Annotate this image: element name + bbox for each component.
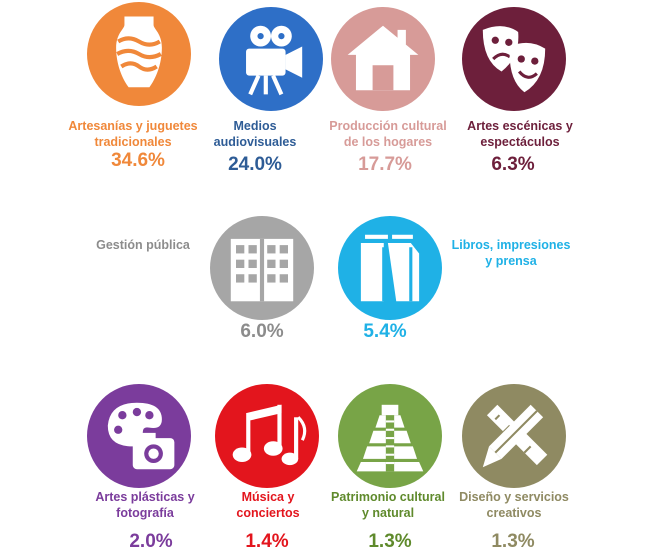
building-icon	[210, 216, 314, 320]
pyramid-icon	[338, 384, 442, 488]
label-produccion: Producción cultural de los hogares	[329, 119, 447, 149]
palette-camera-icon	[87, 384, 191, 488]
ruler-pencil-icon	[462, 384, 566, 488]
label-gestion: Gestión pública	[96, 238, 190, 252]
value-artes-escenicas: 6.3%	[491, 154, 535, 175]
theater-masks-icon	[462, 7, 566, 111]
house-icon	[331, 7, 435, 111]
label-medios: Medios audiovisuales	[213, 119, 297, 149]
music-notes-icon	[215, 384, 319, 488]
label-artes-plasticas: Artes plásticas y fotografía	[95, 490, 195, 520]
value-produccion: 17.7%	[358, 154, 412, 175]
label-diseno: Diseño y servicios creativos	[459, 490, 569, 520]
vase-icon	[87, 2, 191, 106]
value-diseno: 1.3%	[491, 531, 535, 552]
label-patrimonio: Patrimonio cultural y natural	[331, 490, 445, 520]
movie-camera-icon	[219, 7, 323, 111]
value-libros: 5.4%	[363, 321, 407, 342]
label-artesanias: Artesanías y juguetes tradicionales	[68, 119, 198, 149]
label-artes-escenicas: Artes escénicas y espectáculos	[467, 119, 573, 149]
label-libros: Libros, impresiones y prensa	[451, 238, 571, 268]
value-medios: 24.0%	[228, 154, 282, 175]
value-artes-plasticas: 2.0%	[129, 531, 173, 552]
value-musica: 1.4%	[245, 531, 289, 552]
label-musica: Música y conciertos	[236, 490, 300, 520]
value-gestion: 6.0%	[240, 321, 284, 342]
value-patrimonio: 1.3%	[368, 531, 412, 552]
books-icon	[338, 216, 442, 320]
value-artesanias: 34.6%	[111, 150, 165, 171]
